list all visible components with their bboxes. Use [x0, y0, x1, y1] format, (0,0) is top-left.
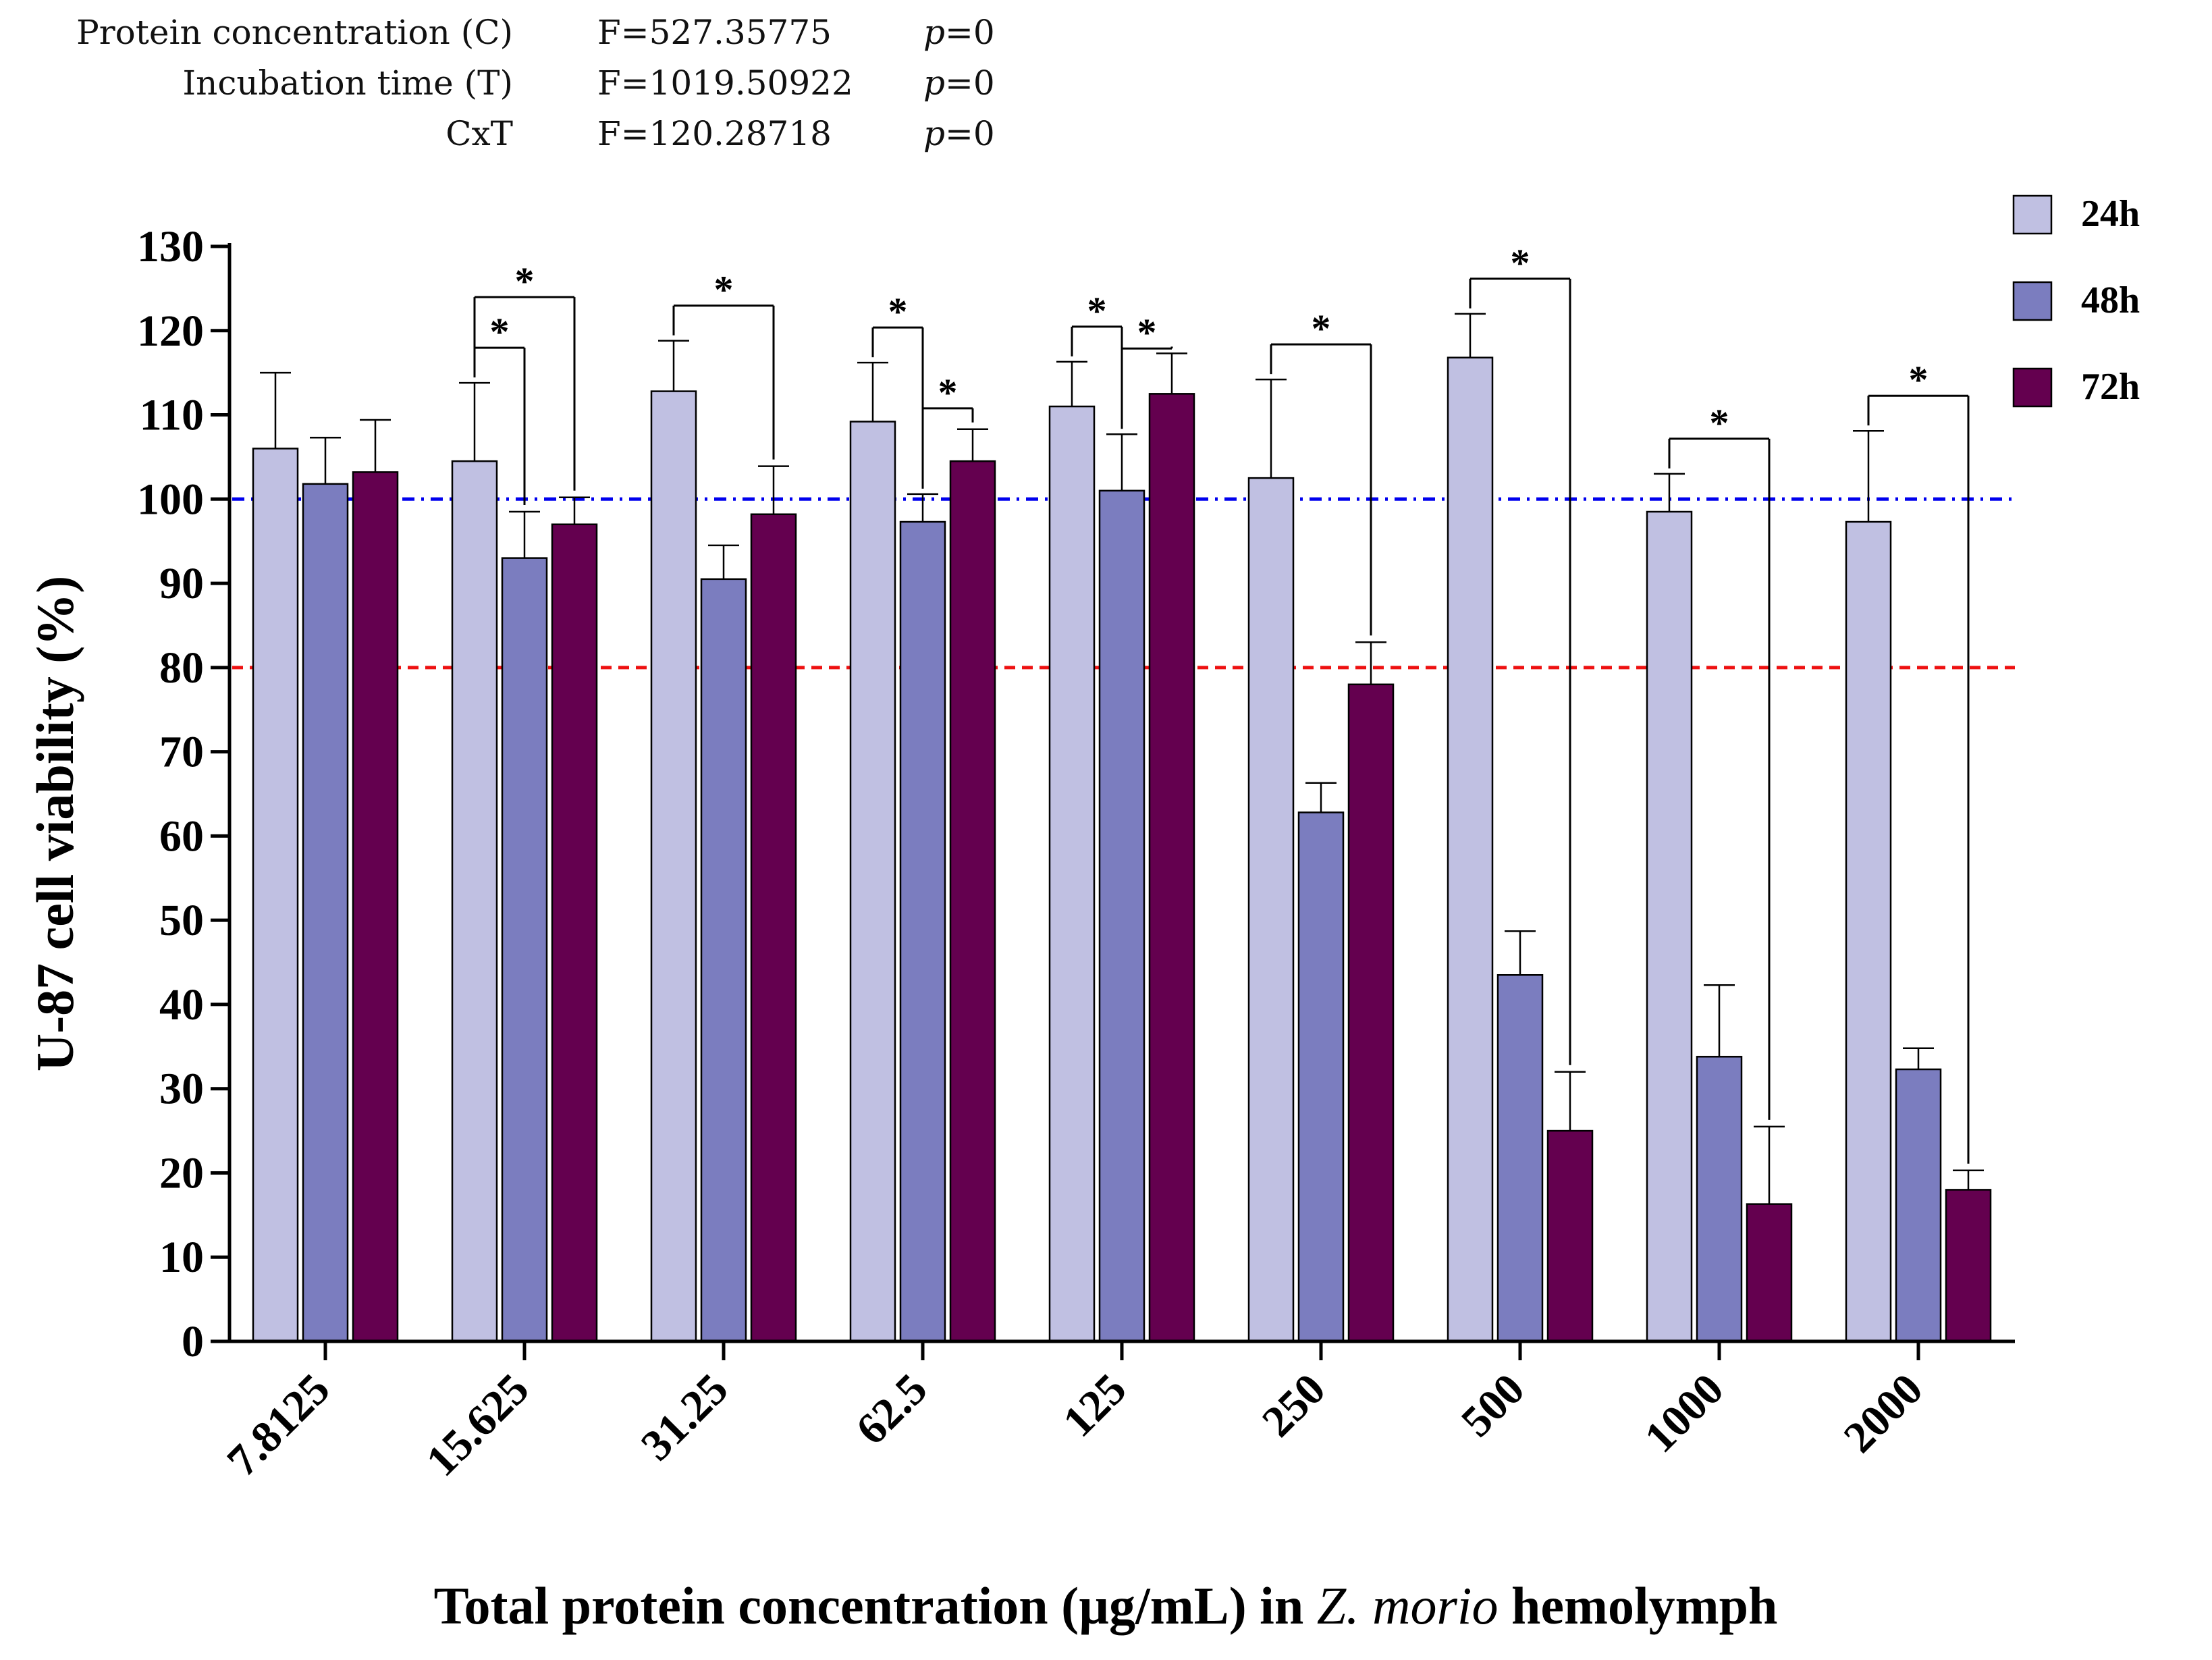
bar-48h-62.5 [899, 520, 946, 1343]
bar-24h-500 [1447, 356, 1494, 1343]
y-tick-label: 120 [137, 306, 204, 356]
bar-24h-31.25 [650, 390, 697, 1343]
stat-p-symbol: p [923, 13, 945, 52]
significance-star: * [888, 290, 908, 333]
legend-label-48h: 48h [2081, 279, 2140, 321]
y-tick-label: 70 [159, 728, 204, 777]
x-tick-label: 15.625 [417, 1364, 539, 1486]
stat-f-cxt: F=120.28718 [597, 114, 832, 153]
significance-star: * [490, 310, 510, 354]
stat-p-symbol: p [923, 63, 945, 103]
legend-swatch-48h [2012, 281, 2053, 321]
bar-72h-62.5 [949, 460, 996, 1343]
bar-48h-31.25 [700, 578, 747, 1343]
stat-f-c: F=527.35775 [597, 13, 832, 52]
bar-48h-125 [1098, 489, 1145, 1343]
stat-p-value: =0 [945, 63, 995, 103]
bar-72h-1000 [1746, 1203, 1793, 1343]
y-tick-label: 130 [137, 222, 204, 271]
stat-p-value: =0 [945, 13, 995, 52]
bar-48h-250 [1297, 811, 1345, 1343]
stat-p-c: p=0 [923, 13, 995, 52]
stat-label-cxt: CxT [446, 114, 513, 153]
x-axis-title-part: Total protein concentration (µg/mL) in [434, 1576, 1317, 1635]
bar-48h-1000 [1696, 1056, 1743, 1343]
x-tick-label: 250 [1253, 1364, 1335, 1447]
y-tick-label: 50 [159, 896, 204, 945]
bar-24h-1000 [1646, 510, 1693, 1343]
y-tick-label: 10 [159, 1233, 204, 1282]
stat-p-t: p=0 [923, 63, 995, 103]
legend-label-72h: 72h [2081, 366, 2140, 408]
significance-star: * [714, 268, 734, 312]
reference-lines [232, 497, 2015, 670]
legend-swatch-24h [2012, 194, 2053, 235]
stat-f-t: F=1019.50922 [597, 63, 853, 103]
bar-24h-250 [1247, 477, 1295, 1343]
anova-stats: Protein concentration (C) F=527.35775 p=… [76, 13, 995, 153]
y-tick-label: 80 [159, 643, 204, 693]
significance-star: * [1909, 358, 1928, 402]
y-tick-label: 110 [140, 391, 204, 440]
y-tick-label: 40 [159, 980, 204, 1029]
stat-p-symbol: p [923, 114, 945, 153]
bar-72h-31.25 [750, 513, 797, 1343]
x-axis-title-species: Z. morio [1317, 1576, 1499, 1635]
bar-24h-62.5 [849, 421, 896, 1343]
y-tick-label: 90 [159, 559, 204, 608]
stat-label-c: Protein concentration (C) [76, 13, 513, 52]
x-tick-label: 62.5 [846, 1364, 936, 1454]
y-axis-title: U-87 cell viability (%) [26, 576, 84, 1071]
significance-star: * [515, 259, 535, 303]
y-tick-label: 60 [159, 811, 204, 861]
bar-72h-2000 [1945, 1189, 1992, 1343]
bars [252, 356, 1992, 1343]
x-tick-label: 7.8125 [218, 1364, 340, 1486]
legend-swatch-72h [2012, 367, 2053, 408]
stat-p-cxt: p=0 [923, 114, 995, 153]
y-tick-label: 30 [159, 1065, 204, 1114]
significance-star: * [1710, 401, 1729, 445]
stat-label-t: Incubation time (T) [182, 63, 513, 103]
bar-24h-7.8125 [252, 448, 299, 1343]
x-tick-label: 125 [1054, 1364, 1136, 1447]
x-tick-label: 31.25 [632, 1364, 738, 1470]
x-axis-title: Total protein concentration (µg/mL) in Z… [434, 1576, 1778, 1635]
significance-star: * [938, 371, 958, 414]
axes: 0 10 20 30 40 50 60 70 80 90 100 110 120 130 7.8125 15.… [137, 222, 2015, 1486]
y-tick-label: 20 [159, 1148, 204, 1198]
legend-label-24h: 24h [2081, 193, 2140, 235]
y-tick-label: 100 [137, 475, 204, 524]
significance-star: * [1511, 241, 1530, 285]
bar-48h-2000 [1895, 1068, 1942, 1343]
x-tick-label: 2000 [1835, 1364, 1933, 1462]
bar-72h-15.625 [551, 523, 598, 1343]
stat-p-value: =0 [945, 114, 995, 153]
bar-72h-250 [1347, 683, 1395, 1343]
x-tick-label: 1000 [1636, 1364, 1733, 1462]
bar-24h-2000 [1845, 520, 1892, 1343]
significance-star: * [1087, 289, 1107, 333]
significance-star: * [1137, 311, 1157, 354]
bar-48h-15.625 [501, 557, 548, 1343]
bar-72h-500 [1546, 1129, 1594, 1343]
bar-24h-125 [1048, 405, 1096, 1343]
bar-48h-500 [1496, 974, 1544, 1343]
significance-star: * [1312, 306, 1331, 350]
x-axis-title-part: hemolymph [1498, 1576, 1777, 1635]
significance-brackets: ** * *** * **** [473, 241, 1970, 1164]
bar-48h-7.8125 [302, 483, 349, 1343]
x-tick-label: 500 [1452, 1364, 1534, 1447]
bar-72h-7.8125 [352, 471, 399, 1343]
bar-72h-125 [1148, 393, 1195, 1343]
legend: 24h 48h 72h [2012, 193, 2140, 408]
bar-24h-15.625 [451, 460, 498, 1343]
error-bars [260, 313, 1984, 1204]
y-tick-label: 0 [182, 1317, 204, 1366]
